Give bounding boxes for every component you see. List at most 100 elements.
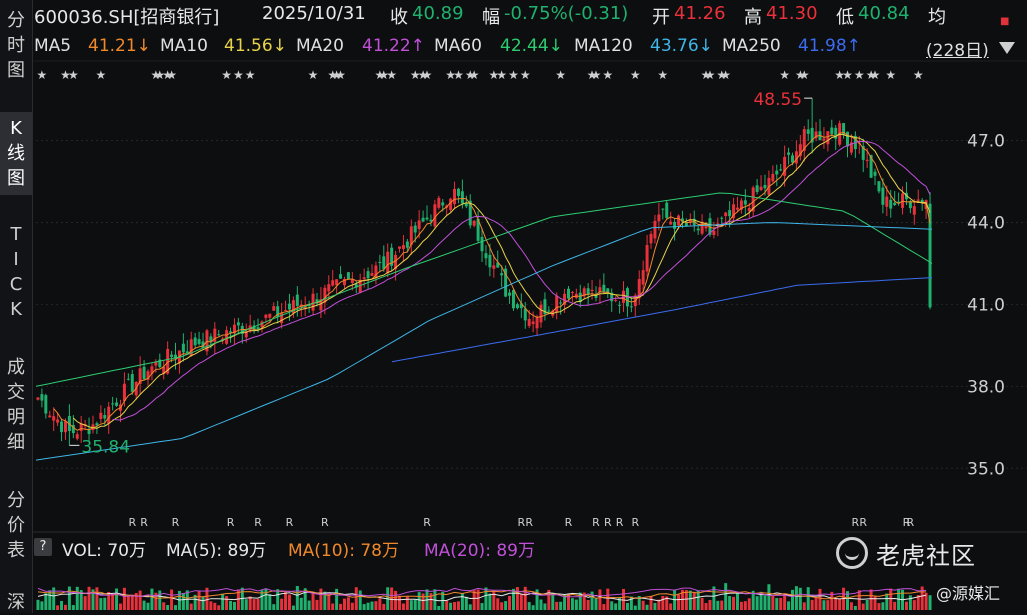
star-marker: ★: [374, 68, 385, 82]
volume-bar: [75, 586, 79, 610]
tab-price-table[interactable]: 分 价 表: [0, 488, 32, 563]
candle-body: [783, 156, 787, 176]
r-marker: R: [254, 516, 262, 529]
candle-body: [504, 268, 508, 297]
volume-bar: [134, 592, 138, 610]
volume-bar: [861, 603, 865, 610]
volume-bar: [763, 595, 767, 610]
candle-body: [453, 188, 457, 205]
volume-bar: [539, 599, 543, 610]
volume-bar: [91, 589, 95, 610]
volume-bar: [790, 589, 794, 610]
ma60-name: MA60: [434, 36, 482, 56]
candle-body: [319, 299, 323, 311]
change-value: -0.75%(-0.31): [504, 3, 629, 24]
star-marker: ★: [866, 68, 877, 82]
sidebar: 分 时 图 K 线 图 T I C K 成 交 明 细 分 价 表 深: [0, 0, 33, 613]
candle-body: [185, 351, 189, 354]
open-value: 41.26: [674, 3, 726, 24]
tab-depth[interactable]: 深: [0, 590, 32, 615]
volume-bar: [622, 588, 626, 610]
y-tick-label: 41.0: [967, 295, 1005, 315]
period-button[interactable]: (228日): [926, 41, 989, 61]
candle-body: [142, 366, 146, 380]
volume-bar: [783, 593, 787, 610]
candle-body: [834, 127, 838, 139]
volume-bar: [869, 589, 873, 610]
candle-body: [346, 272, 350, 280]
volume-bar: [677, 594, 681, 610]
candle-body: [645, 245, 649, 272]
candle-body: [311, 293, 315, 311]
candle-body: [209, 336, 213, 343]
volume-bar: [48, 590, 52, 610]
help-icon[interactable]: ?: [34, 538, 52, 556]
tab-label-char: 成: [7, 357, 25, 378]
volume-bar: [794, 586, 798, 610]
candle-body: [759, 186, 763, 191]
candle-body: [295, 294, 299, 306]
r-marker: R: [525, 516, 533, 529]
tab-label-char: 表: [7, 540, 25, 561]
candle-body: [849, 142, 853, 153]
candle-body: [213, 328, 217, 342]
volume-bar: [629, 596, 633, 610]
volume-bar: [390, 587, 394, 610]
tab-label-char: T: [10, 224, 22, 245]
tab-timeshare[interactable]: 分 时 图: [0, 8, 32, 83]
candle-body: [535, 317, 539, 329]
r-marker: R: [172, 516, 180, 529]
volume-bar: [633, 605, 637, 610]
star-marker: ★: [913, 68, 924, 82]
period-dropdown-icon[interactable]: [999, 42, 1015, 54]
candle-body: [570, 292, 574, 294]
close-icon[interactable]: ■: [1000, 16, 1010, 27]
volume-bar: [449, 602, 453, 610]
volume-bar: [154, 592, 158, 610]
candle-body: [401, 245, 405, 249]
volume-bar: [547, 589, 551, 610]
tab-kline[interactable]: K 线 图: [0, 112, 32, 195]
candle-body: [661, 208, 665, 210]
volume-bar: [751, 590, 755, 610]
tab-label-char: K: [10, 299, 22, 320]
candle-body: [464, 203, 468, 207]
volume-bar: [248, 596, 252, 610]
candle-body: [303, 306, 307, 310]
r-marker: R: [859, 516, 867, 529]
volume-bar: [327, 594, 331, 610]
tab-label-char: 交: [7, 382, 25, 403]
volume-bar: [830, 591, 834, 610]
candle-body: [523, 308, 527, 321]
tab-tick[interactable]: T I C K: [0, 222, 32, 322]
volume-bar: [771, 595, 775, 610]
low-value: 40.84: [858, 3, 910, 24]
volume-bar: [323, 591, 327, 610]
candle-body: [908, 201, 912, 209]
candle-body: [559, 302, 563, 304]
tab-trade-details[interactable]: 成 交 明 细: [0, 355, 32, 455]
tiger-logo-icon: [836, 537, 868, 569]
ma20-name: MA20: [296, 36, 344, 56]
star-marker: ★: [60, 68, 71, 82]
candle-body: [688, 219, 692, 223]
tab-label-char: K: [10, 118, 22, 139]
candle-body: [810, 127, 814, 143]
candle-body: [590, 289, 594, 292]
candle-body: [684, 221, 688, 227]
volume-bar: [181, 593, 185, 610]
volume-bar: [166, 605, 170, 610]
volume-bar: [610, 601, 614, 610]
candle-body: [480, 236, 484, 252]
candle-body: [680, 218, 684, 222]
volume-bar: [378, 598, 382, 610]
candle-body: [331, 280, 335, 286]
candle-body: [374, 265, 378, 279]
candle-body: [618, 304, 622, 306]
volume-bar: [657, 599, 661, 610]
candle-body: [492, 265, 496, 269]
volume-bar: [209, 601, 213, 610]
candle-body: [555, 295, 559, 313]
volume-bar: [563, 594, 567, 610]
